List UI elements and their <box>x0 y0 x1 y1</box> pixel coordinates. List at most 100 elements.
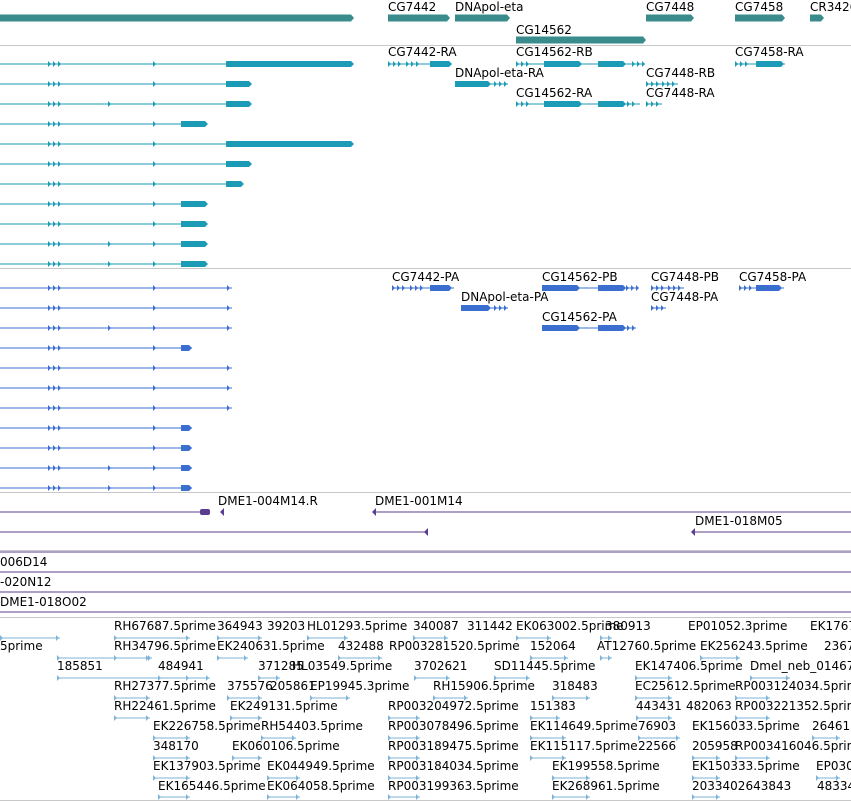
est-marker <box>750 675 753 681</box>
exon-arrow <box>153 365 156 371</box>
exon-block[interactable] <box>181 465 192 471</box>
est-marker <box>388 755 391 761</box>
exon-arrow <box>58 81 61 87</box>
exon-arrow <box>398 61 401 67</box>
feature-label: SD11445.5prime <box>494 659 595 673</box>
exon-block[interactable] <box>544 61 582 67</box>
feature-label: CG7458-RA <box>735 45 804 59</box>
exon-arrow <box>153 101 156 107</box>
exon-arrow <box>153 141 156 147</box>
feature-label: CG7448-RB <box>646 66 715 80</box>
est-marker <box>413 635 416 641</box>
exon-block[interactable] <box>756 285 782 291</box>
exon-block[interactable] <box>430 285 452 291</box>
exon-block[interactable] <box>181 485 192 491</box>
exon-arrow <box>667 81 670 87</box>
feature-label: EK147406.5prime <box>635 659 743 673</box>
exon-block[interactable] <box>181 121 208 127</box>
exon-block[interactable] <box>544 101 582 107</box>
est-marker <box>416 715 419 721</box>
feature-label: 375576 <box>227 679 273 693</box>
est-marker <box>562 755 565 761</box>
gene-block[interactable] <box>646 14 694 22</box>
exon-block[interactable] <box>181 345 192 351</box>
exon-block[interactable] <box>226 181 244 187</box>
est-marker <box>57 675 60 681</box>
gene-block[interactable] <box>455 14 510 22</box>
features <box>0 14 851 800</box>
est-marker <box>530 735 533 741</box>
gene-block[interactable] <box>388 14 450 22</box>
exon-block[interactable] <box>598 285 626 291</box>
exon-block[interactable] <box>430 61 452 67</box>
est-marker <box>388 715 391 721</box>
est-marker <box>562 735 565 741</box>
est-marker <box>153 775 156 781</box>
feature-label: EP19945.3prime <box>310 679 409 693</box>
exon-arrow <box>58 61 61 67</box>
exon-block[interactable] <box>181 261 208 267</box>
exon-block[interactable] <box>756 61 784 67</box>
exon-arrow <box>656 101 659 107</box>
exon-block[interactable] <box>181 445 192 451</box>
exon-block[interactable] <box>226 161 252 167</box>
exon-block[interactable] <box>455 81 491 87</box>
feature-label: DNApol-eta <box>455 0 524 14</box>
feature-label: 39203 <box>267 619 305 633</box>
est-marker <box>464 695 467 701</box>
est-marker <box>388 775 391 781</box>
exon-block[interactable] <box>542 325 580 331</box>
exon-arrow <box>58 221 61 227</box>
exon-block[interactable] <box>181 201 208 207</box>
feature-label: EK044949.5prime <box>267 759 375 773</box>
exon-block[interactable] <box>226 141 354 147</box>
exon-arrow <box>622 101 625 107</box>
feature-label: CG14562-RA <box>516 86 593 100</box>
exon-block[interactable] <box>226 61 354 67</box>
feature-label: RP003184034.5prime <box>388 759 519 773</box>
clone-end-block[interactable] <box>200 509 210 515</box>
exon-block[interactable] <box>181 425 192 431</box>
exon-arrow <box>108 485 111 491</box>
exon-block[interactable] <box>461 305 491 311</box>
exon-arrow <box>521 101 524 107</box>
est-marker <box>635 695 638 701</box>
exon-block[interactable] <box>598 101 626 107</box>
exon-arrow <box>420 285 423 291</box>
feature-label: 5prime <box>0 639 43 653</box>
feature-label: 26461 <box>812 719 850 733</box>
exon-arrow <box>58 161 61 167</box>
exon-arrow <box>153 81 156 87</box>
est-marker <box>310 695 313 701</box>
exon-block[interactable] <box>181 221 208 227</box>
exon-block[interactable] <box>226 101 252 107</box>
exon-arrow <box>58 141 61 147</box>
exon-block[interactable] <box>542 285 580 291</box>
est-marker <box>516 635 519 641</box>
exon-block[interactable] <box>226 81 252 87</box>
est-marker <box>786 675 789 681</box>
exon-arrow <box>48 405 51 411</box>
est-marker <box>378 655 381 661</box>
gene-block[interactable] <box>810 14 824 22</box>
exon-block[interactable] <box>598 325 626 331</box>
feature-label: 48334 <box>817 779 851 793</box>
exon-block[interactable] <box>598 61 626 67</box>
gene-block[interactable] <box>735 14 785 22</box>
exon-arrow <box>108 241 111 247</box>
exon-arrow <box>58 201 61 207</box>
gene-block[interactable] <box>0 14 354 22</box>
exon-arrow <box>108 465 111 471</box>
est-marker <box>736 655 739 661</box>
exon-arrow <box>153 285 156 291</box>
gene-block[interactable] <box>516 36 646 44</box>
exon-arrow <box>53 101 56 107</box>
feature-label: DNApol-eta-PA <box>461 290 549 304</box>
exon-arrow <box>48 465 51 471</box>
exon-arrow <box>58 305 61 311</box>
exon-arrow <box>58 241 61 247</box>
exon-block[interactable] <box>181 241 208 247</box>
feature-label: 23678 <box>824 639 851 653</box>
exon-arrow <box>53 485 56 491</box>
exon-arrow <box>53 181 56 187</box>
